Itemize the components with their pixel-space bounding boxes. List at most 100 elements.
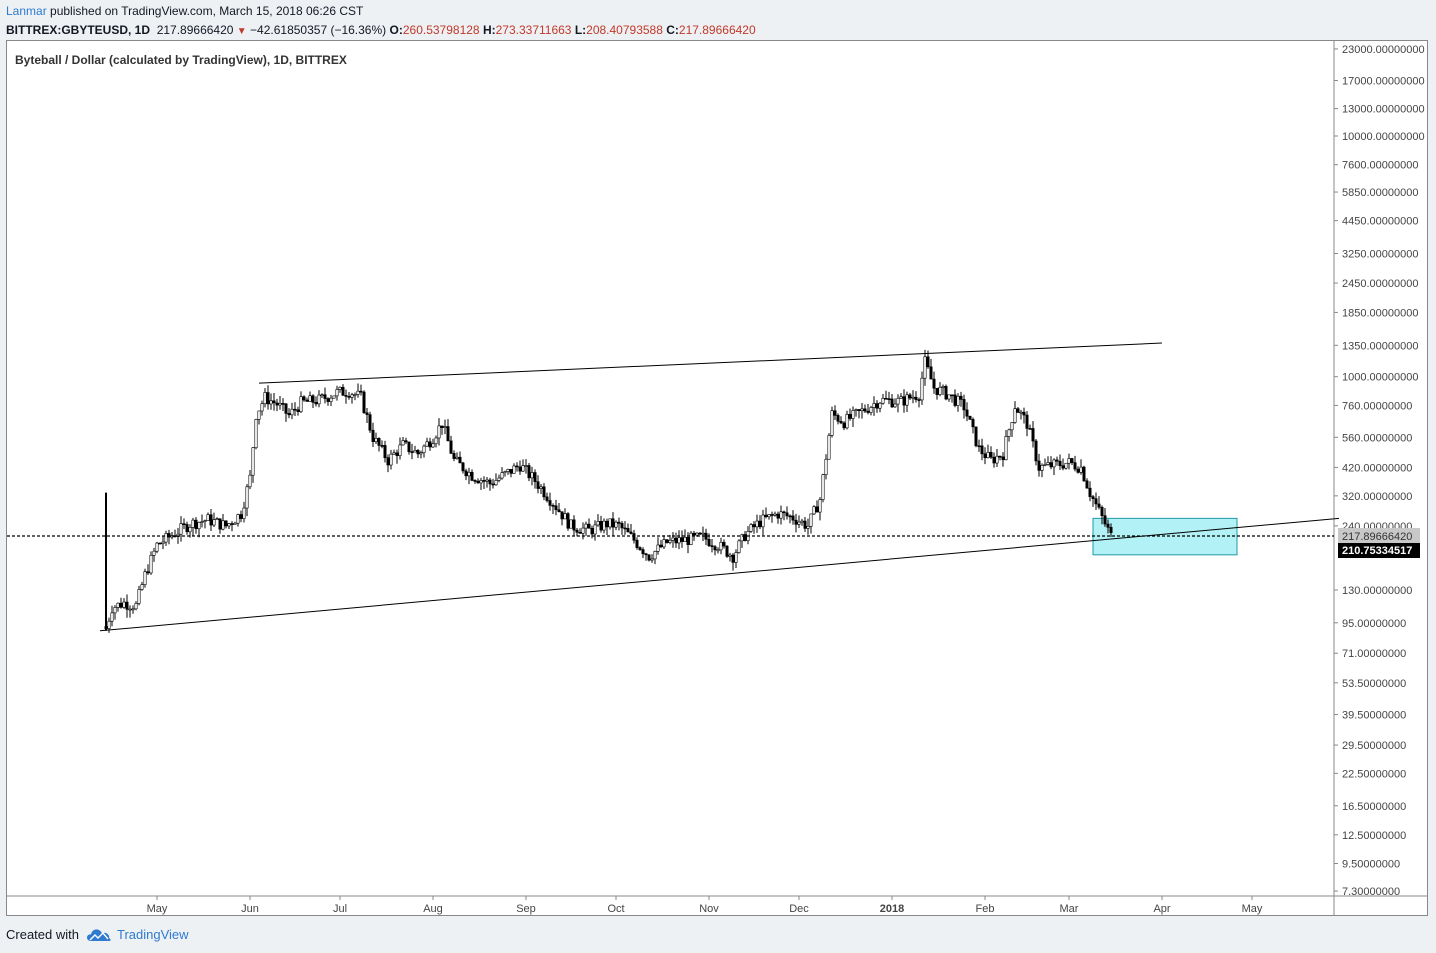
candle-up (662, 539, 666, 548)
y-tick-label: 22.50000000 (1342, 768, 1406, 780)
candle-up (350, 394, 354, 398)
candle-up (755, 520, 759, 528)
candle-up (656, 544, 660, 552)
ohlc-legend: BITTREX:GBYTEUSD, 1D 217.89666420 ▼ −42.… (6, 23, 756, 37)
candle-up (824, 458, 828, 475)
candle-down (713, 546, 717, 551)
candle-down (1061, 465, 1065, 469)
candle-down (560, 511, 564, 520)
candle-down (572, 519, 576, 531)
author-link[interactable]: Lanmar (6, 4, 47, 18)
candle-up (827, 435, 831, 460)
candle-down (578, 531, 582, 534)
candle-down (566, 513, 570, 529)
candle-up (122, 601, 126, 608)
candle-down (311, 395, 315, 403)
candle-down (554, 505, 558, 511)
candle-up (1052, 459, 1056, 468)
y-tick-label: 9.50000000 (1342, 859, 1400, 871)
candle-up (1019, 411, 1023, 414)
candle-down (803, 520, 807, 529)
candle-down (119, 602, 123, 608)
candle-up (413, 450, 417, 453)
candle-down (326, 398, 330, 402)
y-tick-label: 71.00000000 (1342, 648, 1406, 660)
candle-up (236, 514, 240, 524)
candle-down (1088, 487, 1092, 497)
candle-up (878, 402, 882, 409)
open-value: 260.53798128 (402, 23, 480, 37)
candle-down (710, 545, 714, 547)
candle-up (1007, 429, 1011, 437)
candle-down (344, 395, 348, 397)
candle-down (272, 400, 276, 404)
candle-down (959, 395, 963, 400)
candle-down (587, 523, 591, 529)
y-tick-label: 12.50000000 (1342, 830, 1406, 842)
candle-up (149, 554, 153, 574)
candle-down (698, 532, 702, 535)
candle-up (938, 386, 942, 395)
candle-down (1025, 414, 1029, 429)
candle-up (206, 514, 210, 521)
close-value: 217.89666420 (678, 23, 756, 37)
tradingview-brand[interactable]: TradingView (86, 927, 189, 942)
candle-up (431, 443, 435, 448)
candle-up (131, 608, 135, 611)
candle-down (347, 396, 351, 398)
last-price: 217.89666420 (156, 23, 234, 37)
candle-up (308, 395, 312, 402)
tradingview-cloud-icon (86, 928, 111, 941)
candle-up (677, 537, 681, 544)
chart-frame[interactable] (6, 40, 1428, 916)
candle-down (1106, 523, 1110, 528)
candle-up (116, 602, 120, 608)
candle-up (398, 444, 402, 457)
candle-up (1004, 436, 1008, 461)
candle-up (455, 456, 459, 459)
y-tick-label: 39.50000000 (1342, 710, 1406, 722)
candle-down (470, 471, 474, 481)
candle-down (458, 456, 462, 464)
candle-down (185, 524, 189, 533)
candle-up (719, 541, 723, 551)
candle-down (1055, 459, 1059, 462)
current-price-tag-label: 217.89666420 (1342, 531, 1412, 543)
candle-down (557, 509, 561, 512)
candle-down (890, 398, 894, 408)
candle-down (692, 532, 696, 536)
current-price-tag (1338, 528, 1420, 544)
candle-down (548, 500, 552, 506)
candle-down (815, 506, 819, 513)
candle-down (362, 391, 366, 414)
candle-up (734, 552, 738, 563)
y-tick-label: 320.00000000 (1342, 491, 1412, 503)
candle-up (521, 465, 525, 472)
x-tick-label: Jun (241, 903, 259, 915)
candle-up (893, 403, 897, 408)
candle-down (791, 515, 795, 521)
x-tick-label: Oct (607, 903, 624, 915)
candle-down (527, 465, 531, 479)
candle-down (629, 531, 633, 534)
candle-up (524, 465, 528, 467)
candle-up (650, 558, 654, 561)
candle-up (329, 397, 333, 402)
candle-up (1043, 464, 1047, 466)
candle-up (191, 519, 195, 528)
candle-down (551, 505, 555, 507)
brand-label: TradingView (116, 927, 189, 942)
candle-down (863, 408, 867, 412)
candle-up (767, 514, 771, 518)
candle-up (593, 524, 597, 535)
candle-down (416, 450, 420, 455)
candle-up (800, 520, 804, 523)
x-tick-label: Jul (333, 903, 347, 915)
candle-up (821, 474, 825, 500)
y-tick-label: 130.00000000 (1342, 585, 1412, 597)
candle-up (500, 472, 504, 479)
candle-up (227, 523, 231, 527)
candle-down (1070, 458, 1074, 463)
lower-trendline (99, 517, 1340, 632)
